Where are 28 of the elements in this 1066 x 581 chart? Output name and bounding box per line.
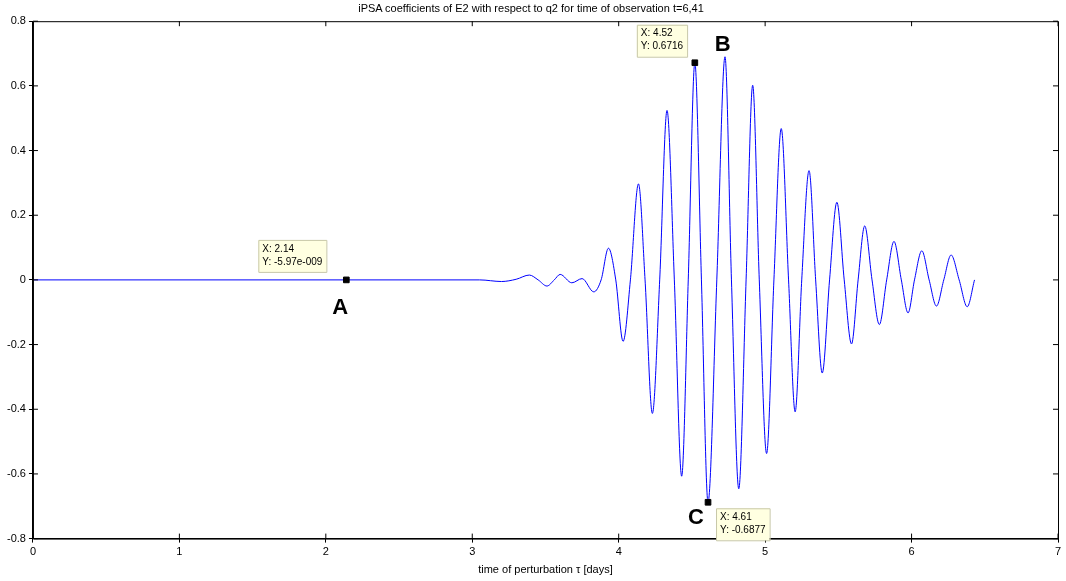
x-tick-label: 2: [322, 545, 329, 558]
x-tick-label: 3: [469, 545, 476, 558]
annotation: X: 4.52 Y: 0.6716: [640, 27, 684, 52]
y-tick-label: 0.6: [10, 78, 26, 91]
x-tick-label: 7: [1054, 545, 1062, 558]
x-tick-label: 4: [615, 545, 622, 558]
x-tick-label: 0: [29, 545, 37, 558]
annotation: A: [332, 293, 349, 319]
chart-title: iPSA coefficients of E2 with respect to q2 for time of observation t=6,41: [358, 1, 704, 14]
y-tick-label: -0.6: [6, 466, 26, 479]
annotation: X: 4.61 Y: -0.6877: [720, 511, 767, 536]
x-tick-label: 5: [762, 545, 769, 558]
y-tick-label: -0.8: [6, 531, 26, 544]
x-tick-label: 1: [176, 545, 183, 558]
y-tick-label: 0.2: [10, 208, 26, 221]
x-tick-label: 6: [908, 545, 915, 558]
x-axis-title: time of perturbation τ [days]: [478, 563, 613, 576]
y-tick-label: 0.4: [10, 143, 26, 156]
y-tick-label: -0.4: [6, 402, 26, 415]
point: [343, 276, 350, 284]
annotation: B: [714, 30, 731, 56]
y-tick-label: 0.8: [10, 14, 26, 27]
y-tick-label: -0.2: [6, 337, 26, 350]
point: [691, 59, 699, 67]
annotation: C: [688, 504, 705, 530]
y-tick-label: 0: [19, 272, 26, 285]
annotation: X: 2.14 Y: -5.97e-009: [262, 242, 323, 267]
point: [704, 498, 712, 506]
